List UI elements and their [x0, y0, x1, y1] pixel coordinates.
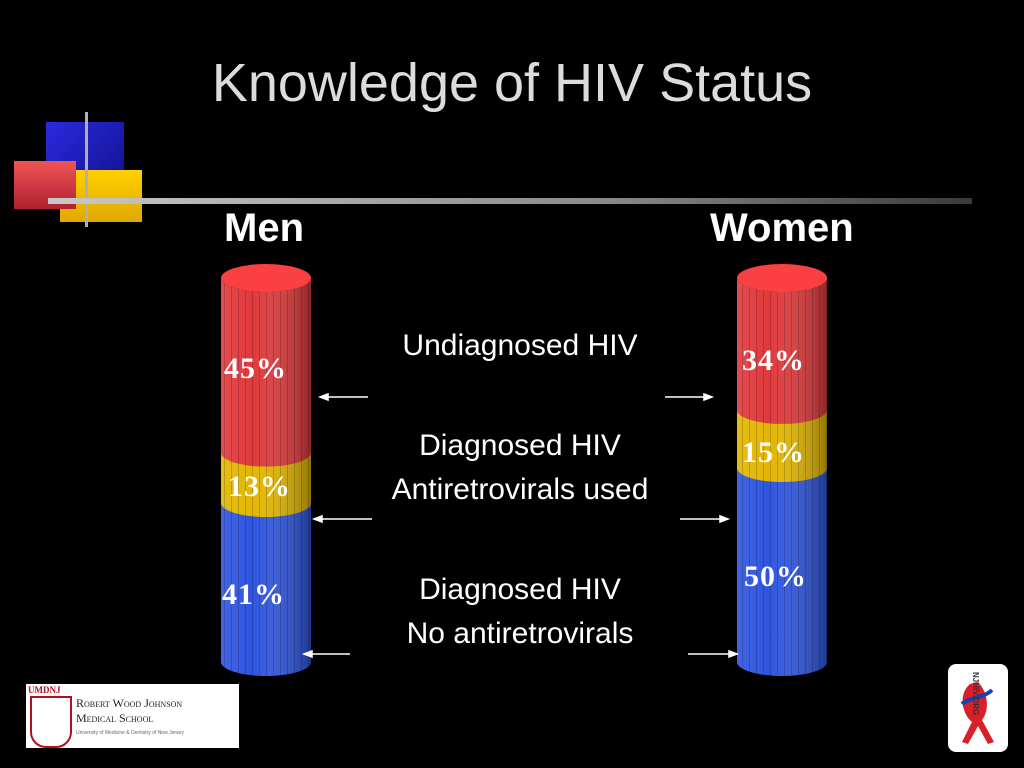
cylinder-cap-men-2 — [221, 264, 311, 292]
arrow-head — [311, 514, 323, 524]
arrow-head — [728, 649, 740, 659]
cylinder-ribs — [737, 278, 827, 424]
cylinder-ribs — [221, 452, 311, 517]
cylinder-ribs — [221, 502, 311, 676]
data-label-women-arv: 15% — [742, 436, 805, 469]
caduceus-icon — [30, 696, 72, 748]
school-name-line3: University of Medicine & Dentistry of Ne… — [76, 730, 184, 736]
legend-diagnosed-noarv-line1: Diagnosed HIV — [419, 573, 621, 606]
page-title: Knowledge of HIV Status — [211, 53, 813, 113]
njhiv-logo: NJHIV.ORG — [948, 664, 1008, 752]
data-label-women-noarv: 50% — [744, 560, 807, 593]
deco-vertical-line — [85, 112, 88, 227]
legend-diagnosed-arv-line1: Diagnosed HIV — [419, 429, 621, 462]
cylinder-ribs — [737, 468, 827, 676]
category-label-women: Women — [710, 206, 854, 250]
legend-undiagnosed-label: Undiagnosed HIV — [402, 329, 638, 362]
data-label-men-noarv: 41% — [222, 578, 285, 611]
legend-diagnosed-noarv-line2: No antiretrovirals — [406, 617, 634, 650]
umdnj-badge: UMDNJ — [28, 685, 61, 695]
njhiv-url: NJHIV.ORG — [971, 672, 980, 716]
legend-diagnosed-noarv: Diagnosed HIV No antiretrovirals — [350, 568, 690, 656]
data-label-men-arv: 13% — [228, 470, 291, 503]
arrow-head — [301, 649, 313, 659]
legend-diagnosed-arv-line2: Antiretrovirals used — [391, 473, 649, 506]
red-ribbon-icon — [960, 682, 994, 744]
legend-undiagnosed: Undiagnosed HIV — [350, 324, 690, 368]
title-divider — [48, 198, 972, 204]
legend-diagnosed-arv: Diagnosed HIV Antiretrovirals used — [350, 424, 690, 512]
category-label-men: Men — [224, 206, 304, 250]
data-label-women-undiagnosed: 34% — [742, 344, 805, 377]
arrow-head — [703, 392, 715, 402]
school-name-line2: Medical School — [76, 711, 154, 725]
cylinder-ribs — [737, 409, 827, 483]
arrow-head — [719, 514, 731, 524]
arrow-head — [317, 392, 329, 402]
rwjms-logo: UMDNJ Robert Wood Johnson Medical School… — [26, 684, 239, 748]
cylinder-cap-women-2 — [737, 264, 827, 292]
legend-arrows — [301, 392, 740, 659]
cylinder-ribs — [221, 278, 311, 467]
data-label-men-undiagnosed: 45% — [224, 352, 287, 385]
school-name-line1: Robert Wood Johnson — [76, 696, 183, 710]
